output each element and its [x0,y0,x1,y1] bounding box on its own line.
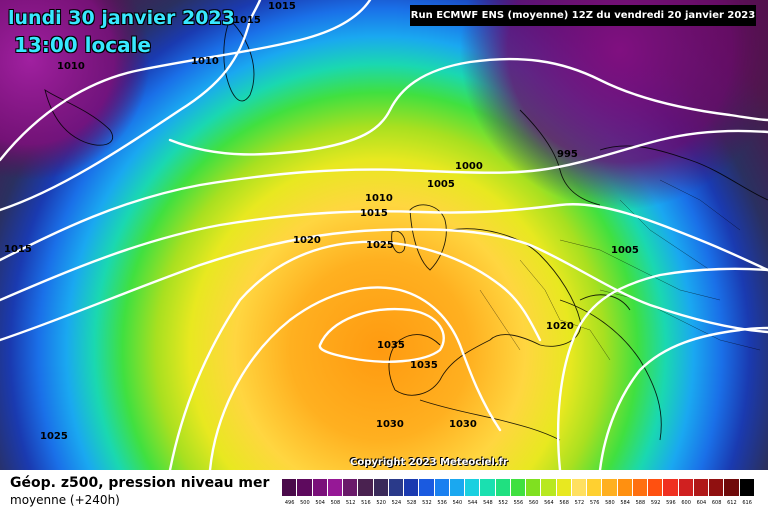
legend-swatch [724,479,740,496]
legend-value: 588 [635,500,646,506]
legend-value: 520 [376,500,386,506]
legend-swatch [495,479,511,496]
legend-swatch [632,479,648,496]
legend-value: 536 [437,500,447,506]
isobar-label: 1030 [376,419,404,430]
run-info: Run ECMWF ENS (moyenne) 12Z du vendredi … [410,5,756,26]
legend-swatch [602,479,618,496]
legend-value: 504 [315,500,325,506]
legend-swatch [297,479,313,496]
isobar-label: 1015 [233,15,261,26]
legend-swatch [449,479,465,496]
legend-value: 548 [483,500,493,506]
isobar-label: 1000 [455,161,483,172]
legend-value: 604 [696,500,707,506]
isobar-label: 1015 [268,1,296,12]
legend-value: 516 [361,500,371,506]
legend-value: 556 [513,500,524,506]
legend-value: 544 [467,500,478,506]
legend-swatch [556,479,572,496]
legend-swatch [678,479,694,496]
isobar-label: 1010 [365,193,393,204]
legend-swatch [419,479,435,496]
legend-value: 600 [681,500,691,506]
legend-value: 532 [422,500,432,506]
legend-value: 584 [620,500,630,506]
isobar-label: 1010 [57,61,85,72]
legend-value: 564 [544,500,554,506]
legend-swatch [526,479,542,496]
isobar-label: 995 [557,149,578,160]
isobar-label: 1035 [410,360,438,371]
isobar-label: 1025 [40,431,68,442]
legend-swatch [404,479,420,496]
legend-value: 540 [452,500,463,506]
legend-swatch [282,479,298,496]
legend-value: 500 [300,500,310,506]
legend-swatch [617,479,633,496]
legend-swatch [434,479,450,496]
weather-map: 1015 1015 1010 1010 995 1000 1005 1010 1… [0,0,768,470]
legend-swatch [388,479,404,496]
legend-swatch [312,479,328,496]
legend-value: 508 [330,500,341,506]
legend-value: 552 [498,500,508,506]
legend-value: 576 [589,500,600,506]
legend-swatch [327,479,343,496]
isobar-label: 1015 [4,244,32,255]
legend-value: 596 [666,500,676,506]
legend-swatch [373,479,389,496]
forecast-time: 13:00 locale [14,33,151,57]
isobar-label: 1020 [546,321,574,332]
legend-value: 528 [406,500,417,506]
legend-swatch [510,479,526,496]
legend-value: 568 [559,500,569,506]
isobar-label: 1010 [191,56,219,67]
legend-value: 580 [605,500,615,506]
copyright: Copyright 2023 Meteociel.fr [350,457,508,468]
isobars [0,0,768,470]
legend-value: 592 [650,500,661,506]
legend-swatch [709,479,725,496]
isobar-label: 1015 [360,208,388,219]
legend-swatch [343,479,359,496]
isobar-label: 1005 [611,245,639,256]
parameter-subtitle: moyenne (+240h) [10,493,120,507]
isobar-label: 1030 [449,419,477,430]
legend-swatch [465,479,481,496]
isobar-label: 1020 [293,235,321,246]
legend-value: 608 [711,500,722,506]
legend-swatch [693,479,709,496]
parameter-title: Géop. z500, pression niveau mer [10,475,270,491]
legend-swatch [587,479,603,496]
isobar-label: 1005 [427,179,455,190]
color-scale [282,479,755,496]
isobar-label-group: 1015 1015 1010 1010 995 1000 1005 1010 1… [4,1,639,442]
legend-swatch [358,479,374,496]
legend-value: 572 [574,500,585,506]
legend-value: 612 [727,500,737,506]
legend-value: 616 [742,500,752,506]
forecast-date: lundi 30 janvier 2023 [8,7,235,29]
color-scale-labels: 496 500 504 508 512 516 520 524 528 532 536 540 544 5… [282,500,755,506]
legend-swatch [480,479,496,496]
legend-swatch [648,479,664,496]
legend-value: 512 [345,500,356,506]
legend-value: 524 [391,500,402,506]
legend-area: Géop. z500, pression niveau mer moyenne … [0,470,768,512]
isobar-label: 1025 [366,240,394,251]
legend-swatch [571,479,587,496]
legend-value: 496 [284,500,295,506]
legend-swatch [739,479,755,496]
legend-value: 560 [528,500,539,506]
legend-swatch [541,479,557,496]
isobar-label: 1035 [377,340,405,351]
legend-swatch [663,479,679,496]
